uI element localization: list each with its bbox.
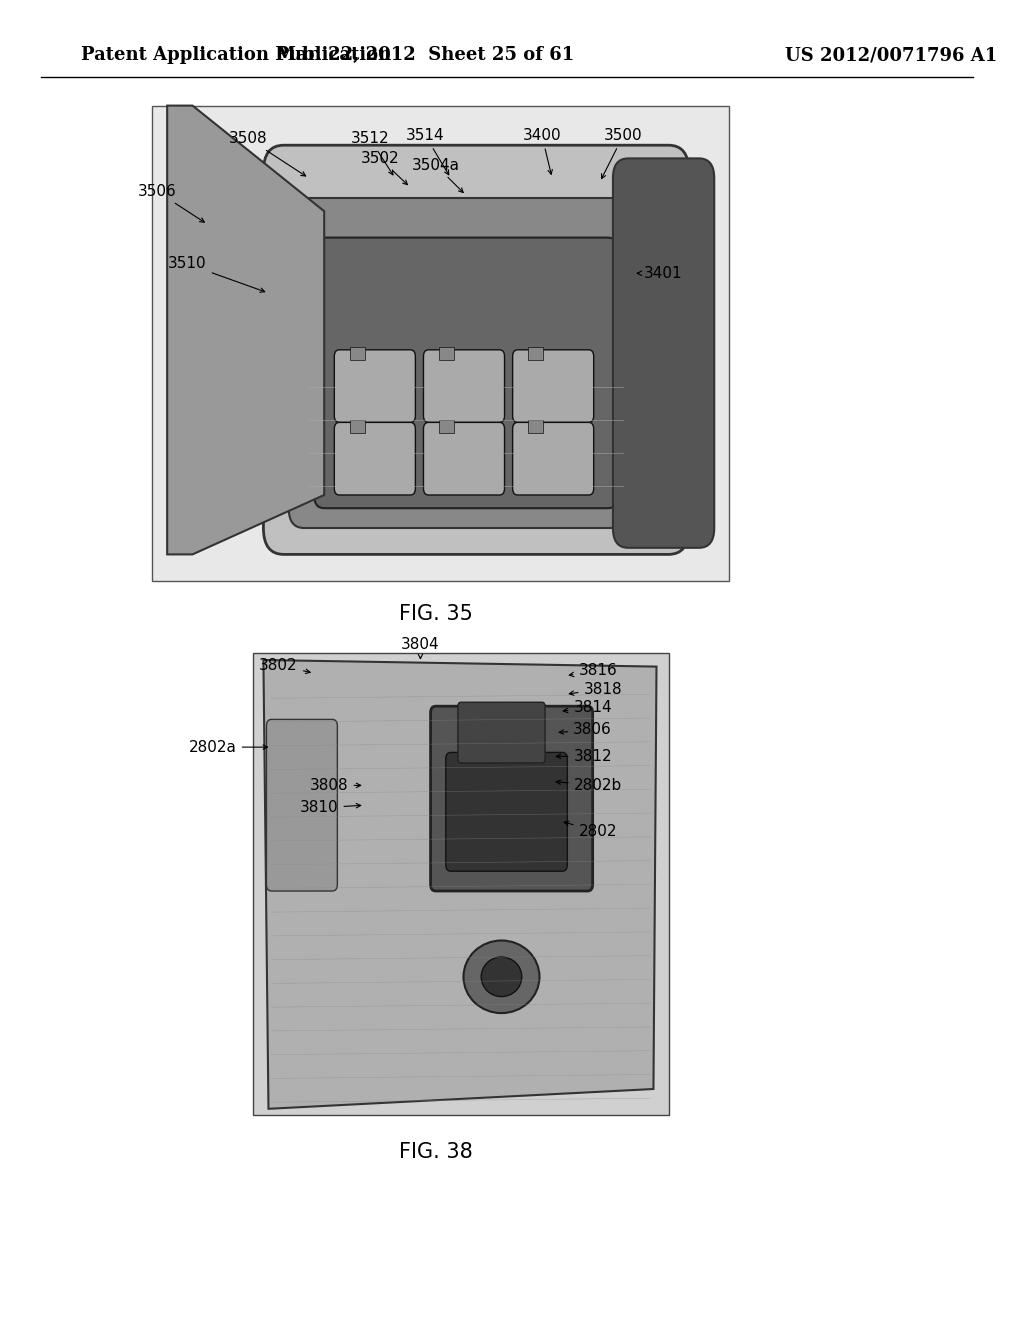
Text: 3818: 3818 — [569, 681, 623, 697]
Bar — [349, 347, 365, 360]
FancyBboxPatch shape — [424, 350, 505, 422]
Text: 3504a: 3504a — [412, 157, 463, 193]
FancyBboxPatch shape — [263, 145, 689, 554]
Text: 3401: 3401 — [637, 265, 683, 281]
Ellipse shape — [481, 957, 522, 997]
Text: 2802a: 2802a — [188, 739, 267, 755]
Text: FIG. 35: FIG. 35 — [398, 603, 472, 624]
Bar — [527, 347, 543, 360]
Polygon shape — [263, 660, 656, 1109]
Text: Mar. 22, 2012  Sheet 25 of 61: Mar. 22, 2012 Sheet 25 of 61 — [276, 46, 574, 65]
Bar — [152, 106, 729, 581]
FancyBboxPatch shape — [266, 719, 337, 891]
Text: 2802b: 2802b — [556, 777, 622, 793]
FancyBboxPatch shape — [424, 422, 505, 495]
FancyBboxPatch shape — [445, 752, 567, 871]
FancyBboxPatch shape — [314, 238, 618, 508]
Text: US 2012/0071796 A1: US 2012/0071796 A1 — [785, 46, 997, 65]
Bar — [438, 420, 454, 433]
Text: 3500: 3500 — [601, 128, 642, 178]
Text: 3802: 3802 — [259, 657, 310, 673]
FancyBboxPatch shape — [430, 706, 593, 891]
Polygon shape — [167, 106, 325, 554]
FancyBboxPatch shape — [458, 702, 545, 763]
Text: 3814: 3814 — [563, 700, 612, 715]
Text: 3506: 3506 — [137, 183, 205, 222]
Text: 3812: 3812 — [556, 748, 612, 764]
Text: 3804: 3804 — [401, 636, 439, 659]
FancyBboxPatch shape — [334, 422, 416, 495]
FancyBboxPatch shape — [289, 198, 653, 528]
Text: 3514: 3514 — [407, 128, 449, 174]
Text: 3502: 3502 — [360, 150, 408, 185]
FancyBboxPatch shape — [334, 350, 416, 422]
Bar — [438, 347, 454, 360]
Text: 3512: 3512 — [350, 131, 393, 174]
Text: 3400: 3400 — [522, 128, 561, 174]
Text: 3810: 3810 — [300, 800, 360, 816]
Text: FIG. 38: FIG. 38 — [398, 1142, 472, 1163]
Text: 2802: 2802 — [564, 821, 617, 840]
Text: 3806: 3806 — [559, 722, 612, 738]
Text: 3808: 3808 — [310, 777, 360, 793]
Text: Patent Application Publication: Patent Application Publication — [81, 46, 391, 65]
FancyBboxPatch shape — [513, 350, 594, 422]
Text: 3816: 3816 — [569, 663, 617, 678]
Bar — [349, 420, 365, 433]
Ellipse shape — [464, 940, 540, 1014]
FancyBboxPatch shape — [613, 158, 715, 548]
Bar — [253, 653, 669, 1115]
Bar — [527, 420, 543, 433]
FancyBboxPatch shape — [513, 422, 594, 495]
Text: 3508: 3508 — [229, 131, 305, 176]
Text: 3510: 3510 — [168, 256, 264, 292]
